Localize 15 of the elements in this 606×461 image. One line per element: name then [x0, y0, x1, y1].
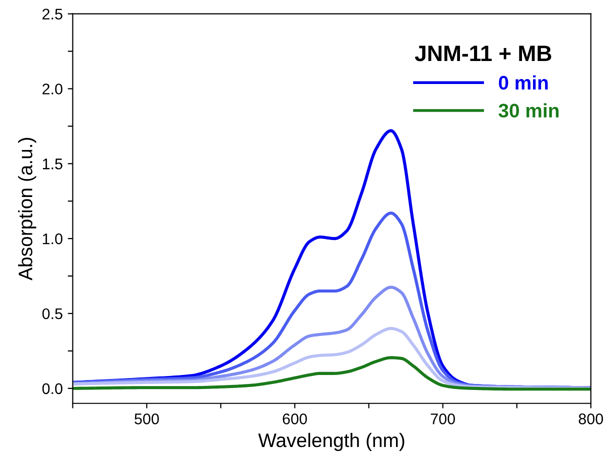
y-tick-label: 0.5 — [42, 308, 62, 320]
y-axis-title: Absorption (a.u.) — [18, 138, 36, 280]
x-axis-title: Wavelength (nm) — [258, 432, 404, 452]
x-tick-label: 600 — [282, 414, 307, 424]
y-tick-label: 0.0 — [42, 383, 62, 394]
legend-label: 0 min — [498, 75, 548, 90]
x-tick-label: 500 — [134, 414, 159, 424]
y-tick-label: 1.0 — [42, 233, 62, 244]
legend-title: JNM-11 + MB — [414, 46, 552, 62]
y-tick-label: 2.0 — [42, 84, 62, 94]
x-tick-label: 800 — [578, 414, 603, 424]
y-tick-label: 1.5 — [42, 158, 62, 170]
x-tick-label: 700 — [430, 414, 455, 424]
y-tick-label: 2.5 — [42, 8, 62, 20]
legend-label: 30 min — [498, 103, 559, 118]
